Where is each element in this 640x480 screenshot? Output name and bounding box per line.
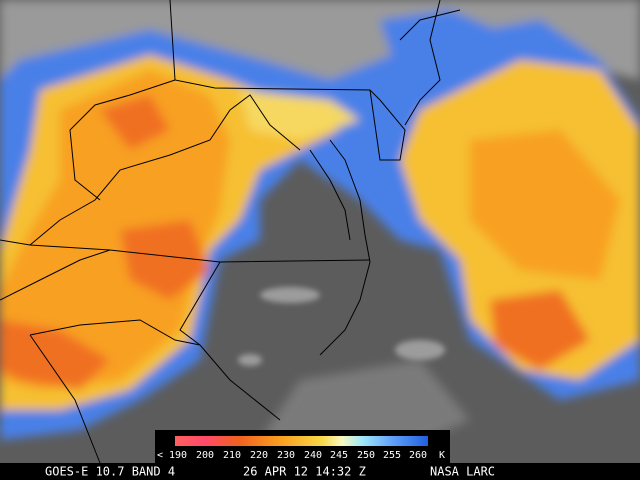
colorbar	[175, 436, 428, 446]
clouds	[0, 0, 640, 460]
colorbar-labels: < 190 200 210 220 230 240 245 250 255 260 K	[157, 450, 445, 461]
colorbar-label: K	[439, 450, 445, 461]
colorbar-label: 240	[304, 450, 322, 461]
colorbar-label: 250	[357, 450, 375, 461]
colorbar-label: 255	[383, 450, 401, 461]
low-clouds	[238, 287, 445, 366]
source-label: NASA LARC	[430, 465, 495, 479]
colorbar-label: < 190	[157, 450, 187, 461]
colorbar-label: 260	[409, 450, 427, 461]
colorbar-label: 220	[250, 450, 268, 461]
colorbar-box	[155, 430, 450, 463]
colorbar-label: 245	[330, 450, 348, 461]
time-label: 26 APR 12 14:32 Z	[243, 465, 366, 479]
satellite-label: GOES-E 10.7 BAND 4	[45, 465, 175, 479]
colorbar-label: 230	[277, 450, 295, 461]
colorbar-label: 200	[196, 450, 214, 461]
borders	[0, 0, 461, 464]
footer-bar	[0, 463, 640, 480]
colorbar-label: 210	[223, 450, 241, 461]
